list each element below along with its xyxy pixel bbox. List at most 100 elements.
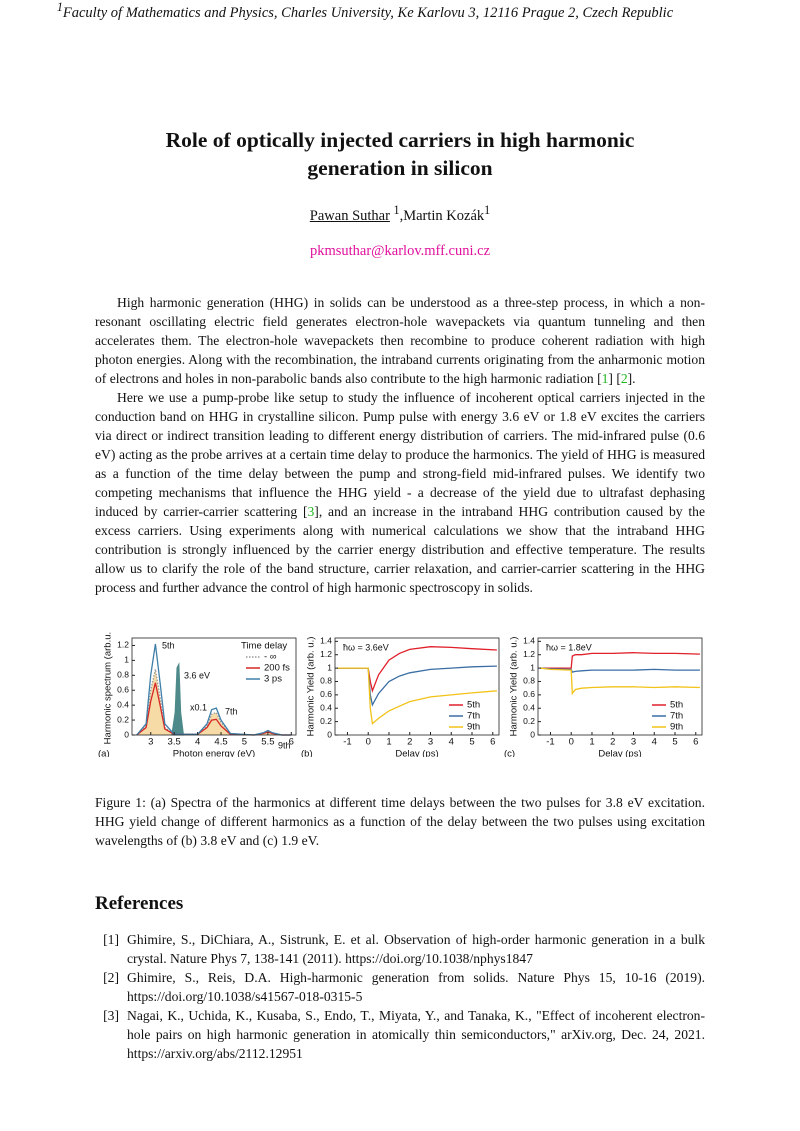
- reference: [3] Nagai, K., Uchida, K., Kusaba, S., En…: [95, 1006, 705, 1063]
- paragraph: Here we use a pump-probe like setup to s…: [95, 388, 705, 597]
- chart: -1 0 1 2 3 4 5 6 0 0.2 0.4 0.6 0.8 1 1.2 1.4 Delay (ps) H…: [504, 636, 703, 757]
- y-tick-label: 1: [530, 662, 535, 672]
- x-tick-label: 4: [652, 737, 657, 748]
- y-tick-label: 1.2: [117, 640, 129, 650]
- citation: 1: [601, 371, 609, 386]
- y-tick-label: 0.6: [117, 684, 129, 694]
- x-axis-label: Delay (ps): [598, 749, 641, 757]
- y-tick-label: 0.2: [523, 716, 535, 726]
- y-axis-label: Harmonic spectrum (arb.u.): [103, 632, 114, 744]
- x-tick-label: 1: [386, 737, 391, 748]
- ref-text: Ghimire, S., Reis, D.A. High-harmonic ge…: [127, 970, 705, 1004]
- caption: Figure 1: (a) Spectra of the harmonics a…: [95, 795, 705, 848]
- plot: [337, 646, 497, 725]
- annotation: ħω = 3.6eV: [343, 642, 389, 652]
- line: [136, 669, 292, 736]
- legend-label: 9th: [467, 722, 480, 733]
- body: High harmonic generation (HHG) in solids…: [95, 293, 705, 597]
- y-tick-label: 0: [124, 729, 129, 739]
- ref-text: Nagai, K., Uchida, K., Kusaba, S., Endo,…: [127, 1008, 705, 1061]
- annotation: 5th: [162, 640, 175, 650]
- y-tick-label: 1: [124, 655, 129, 665]
- frame: [334, 637, 500, 736]
- y-tick-label: 0.8: [117, 670, 129, 680]
- y-tick-label: 0.8: [523, 676, 535, 686]
- references: [1] Ghimire, S., DiChiara, A., Sistrunk, …: [95, 930, 705, 1063]
- frame: [537, 637, 703, 736]
- y-tick-label: 0.4: [320, 702, 332, 712]
- line: [540, 667, 700, 673]
- y-tick-label: 1.4: [320, 636, 332, 646]
- author-sup: 1: [393, 203, 400, 217]
- ref-label: [2]: [103, 970, 119, 985]
- x-tick-label: 4.5: [214, 737, 227, 748]
- separator: ,: [399, 207, 404, 224]
- y-axis-label: Harmonic Yield (arb. u.): [306, 637, 317, 737]
- x-tick-label: 5: [672, 737, 677, 748]
- plot: [540, 652, 700, 696]
- citation: 3: [307, 504, 315, 519]
- annotation: 9th: [278, 740, 291, 750]
- x-tick-label: 0: [569, 737, 574, 748]
- y-tick-label: 0.2: [117, 714, 129, 724]
- line: [136, 643, 292, 736]
- y-tick-label: 0.6: [320, 689, 332, 699]
- reference: [2] Ghimire, S., Reis, D.A. High-harmonic…: [95, 968, 705, 1006]
- annotation: ħω = 1.8eV: [546, 642, 592, 652]
- x-tick-label: 5.5: [261, 737, 274, 748]
- x-tick-label: 1: [589, 737, 594, 748]
- text: ], and an increase in the intraband HHG …: [95, 504, 705, 595]
- x-tick-label: 4: [195, 737, 200, 748]
- y-tick-label: 0.8: [320, 676, 332, 686]
- chart: 3 3.5 4 4.5 5 5.5 6 0 0.2 0.4 0.6 0.8 1 1.2 Photon ene…: [98, 632, 297, 757]
- annotation: 7th: [225, 706, 238, 716]
- x-tick-label: 0: [366, 737, 371, 748]
- author: Martin Kozák: [403, 207, 485, 224]
- y-tick-label: 0: [530, 729, 535, 739]
- references-heading: References: [95, 893, 184, 914]
- annotation: 3.6 eV: [184, 670, 210, 680]
- x-tick-label: 6: [289, 737, 294, 748]
- x-tick-label: 4: [449, 737, 454, 748]
- ref-label: [1]: [103, 932, 119, 947]
- legend-label: 9th: [670, 722, 683, 733]
- line: [540, 667, 700, 696]
- y-tick-label: 0.4: [523, 702, 535, 712]
- panel-label: (a): [98, 749, 110, 757]
- x-tick-label: 2: [407, 737, 412, 748]
- figure: 3 3.5 4 4.5 5 5.5 6 0 0.2 0.4 0.6 0.8 1 1.2 Photon ene…: [98, 632, 708, 757]
- email: pkmsuthar@karlov.mff.cuni.cz: [309, 243, 491, 259]
- frame: [131, 637, 297, 736]
- affil-text: Faculty of Mathematics and Physics, Char…: [62, 4, 674, 21]
- annotation: x0.1: [190, 702, 207, 712]
- legend-label: 3 ps: [264, 674, 282, 685]
- x-tick-label: 3.5: [168, 737, 181, 748]
- y-tick-label: 0: [327, 729, 332, 739]
- area: [136, 669, 292, 735]
- x-tick-label: 3: [631, 737, 636, 748]
- line: [337, 667, 497, 725]
- author-sup: 1: [484, 203, 491, 217]
- text: ].: [627, 371, 636, 386]
- ref-text: Ghimire, S., DiChiara, A., Sistrunk, E. …: [127, 932, 705, 966]
- x-tick-label: 6: [693, 737, 698, 748]
- chart: -1 0 1 2 3 4 5 6 0 0.2 0.4 0.6 0.8 1 1.2 1.4 Delay (ps) H…: [301, 636, 500, 757]
- legend-title: Time delay: [241, 641, 287, 652]
- x-tick-label: 5: [469, 737, 474, 748]
- x-tick-label: 5: [242, 737, 247, 748]
- legend-label: 7th: [467, 711, 480, 722]
- text: Here we use a pump-probe like setup to s…: [95, 390, 705, 519]
- y-tick-label: 0.6: [523, 689, 535, 699]
- authors: Pawan Suthar 1,Martin Kozák1: [95, 203, 705, 225]
- legend-label: 5th: [467, 700, 480, 711]
- y-tick-label: 1.2: [320, 649, 332, 659]
- ref-label: [3]: [103, 1008, 119, 1023]
- legend-label: - ∞: [264, 652, 277, 663]
- author: Pawan Suthar: [309, 207, 390, 224]
- paragraph: High harmonic generation (HHG) in solids…: [95, 293, 705, 388]
- citation: 2: [620, 371, 628, 386]
- affiliation: 1Faculty of Mathematics and Physics, Cha…: [0, 0, 730, 22]
- plot: [136, 643, 292, 736]
- text: ] [: [608, 371, 621, 386]
